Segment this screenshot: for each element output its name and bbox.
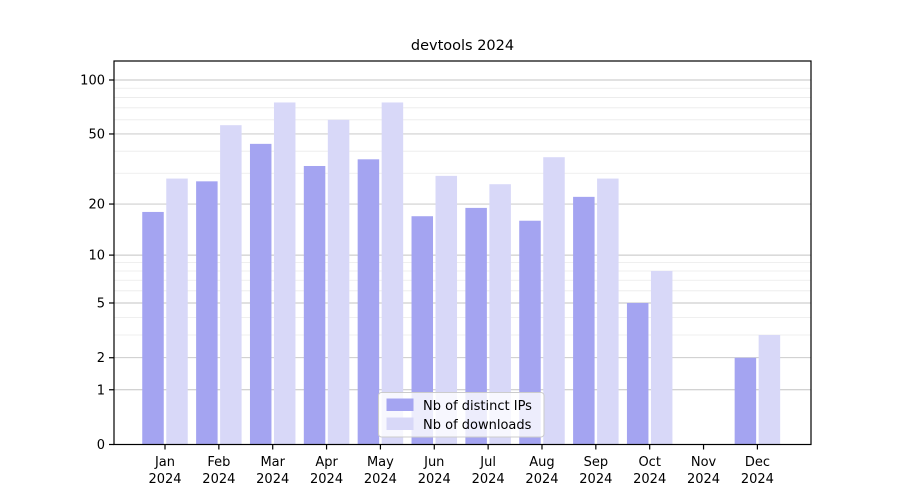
axes: 1005020105210Jan2024Feb2024Mar2024Apr202… [80,74,774,488]
xtick-label-month-jan: Jan [154,455,175,470]
bar-downloads-may [381,102,404,445]
bar-downloads-jun [435,175,458,445]
bar-distinct-ips-aug [519,220,541,445]
xtick-label-month-aug: Aug [529,455,554,470]
xtick-label-month-feb: Feb [207,455,230,470]
xtick-label-month-jul: Jul [479,455,496,470]
legend-box [378,392,545,438]
xtick-label-month-sep: Sep [584,455,609,470]
bar-distinct-ips-apr [303,165,326,445]
bar-downloads-jan [166,178,188,445]
xtick-label-year-mar: 2024 [256,472,289,487]
ytick-label-1: 1 [97,383,105,398]
xtick-label-year-feb: 2024 [202,472,235,487]
bar-downloads-dec [758,335,781,445]
xtick-label-year-jan: 2024 [148,472,181,487]
xtick-label-year-nov: 2024 [687,472,720,487]
xtick-label-month-may: May [367,455,394,470]
bar-distinct-ips-jan [142,211,164,445]
xtick-label-month-oct: Oct [638,455,660,470]
bar-downloads-mar [273,102,296,445]
ytick-label-10: 10 [88,249,105,264]
bar-distinct-ips-oct [626,302,649,445]
xtick-label-year-aug: 2024 [525,472,558,487]
bar-distinct-ips-dec [734,357,757,445]
bar-downloads-feb [220,125,242,445]
xtick-label-month-nov: Nov [691,455,717,470]
legend-label-downloads: Nb of downloads [423,418,532,433]
ytick-label-100: 100 [80,74,105,89]
bar-downloads-oct [650,270,673,445]
bar-downloads-sep [597,178,619,445]
gridlines [114,79,811,391]
ytick-label-2: 2 [97,351,105,366]
xtick-label-month-jun: Jun [423,455,444,470]
xtick-label-month-dec: Dec [745,455,770,470]
bar-distinct-ips-feb [196,181,218,445]
xtick-label-year-may: 2024 [364,472,397,487]
xtick-label-year-apr: 2024 [310,472,343,487]
xtick-label-month-apr: Apr [315,455,338,470]
bar-distinct-ips-mar [249,143,272,445]
bar-distinct-ips-jun [411,216,434,445]
bar-downloads-jul [489,184,511,445]
chart-title: devtools 2024 [411,38,514,54]
xtick-label-year-oct: 2024 [633,472,666,487]
bar-downloads-aug [543,157,565,445]
bars [142,102,781,445]
legend-swatch-downloads [386,417,414,430]
bar-distinct-ips-jul [465,207,487,445]
xtick-label-year-jun: 2024 [418,472,451,487]
plot-border [113,60,812,446]
ytick-label-0: 0 [97,438,105,453]
xtick-label-year-jul: 2024 [472,472,505,487]
ytick-label-50: 50 [88,127,105,142]
xtick-label-year-sep: 2024 [579,472,612,487]
xtick-label-month-mar: Mar [260,455,285,470]
legend-swatch-distinct-ips [386,398,414,411]
ytick-label-20: 20 [88,198,105,213]
bar-distinct-ips-sep [573,196,595,445]
legend: Nb of distinct IPs Nb of downloads [378,392,545,438]
legend-label-distinct-ips: Nb of distinct IPs [423,399,532,414]
ytick-label-5: 5 [97,296,105,311]
bar-distinct-ips-may [357,159,380,445]
xtick-label-year-dec: 2024 [741,472,774,487]
bar-downloads-apr [327,119,350,445]
